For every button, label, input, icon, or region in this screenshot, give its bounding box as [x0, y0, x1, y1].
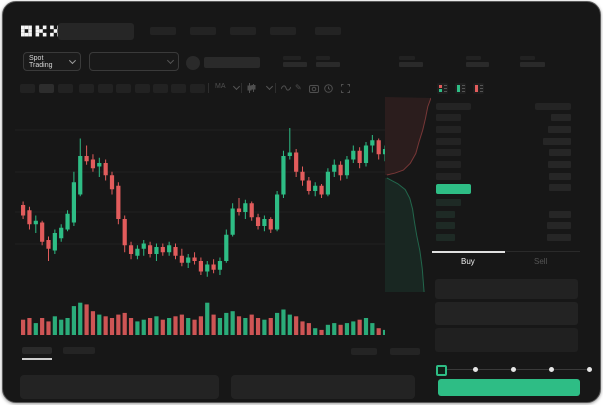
slider-track [440, 369, 592, 370]
chevron-down-icon [166, 56, 175, 65]
ask-row[interactable] [436, 149, 571, 157]
nav-item-4[interactable] [270, 27, 296, 35]
slider-mark-75[interactable] [548, 367, 554, 372]
ask-row[interactable] [436, 173, 571, 180]
nav-item-5[interactable] [315, 27, 341, 35]
bottom-tab-history[interactable] [63, 347, 95, 354]
slider-mark-25[interactable] [472, 367, 478, 372]
bottom-tab-underline [22, 358, 52, 360]
bid-row[interactable] [436, 234, 571, 242]
timeframe-button-5[interactable] [98, 84, 113, 93]
timeframe-button-10[interactable] [190, 84, 205, 93]
tab-sell[interactable]: Sell [534, 257, 548, 266]
bottom-action-1[interactable] [351, 348, 377, 355]
nav-item-3[interactable] [230, 27, 256, 35]
chart-type-dropdown-icon[interactable] [247, 83, 256, 93]
bottom-action-2[interactable] [390, 348, 420, 355]
slider-mark-100[interactable] [586, 367, 592, 372]
active-tab-underline [432, 251, 505, 253]
ask-row[interactable] [436, 137, 571, 145]
search-input[interactable] [58, 23, 134, 40]
timeframe-button-4[interactable] [79, 84, 94, 93]
price-input[interactable] [435, 279, 578, 299]
ticker-stat-low [466, 56, 489, 67]
amount-slider[interactable] [436, 365, 594, 376]
chevron-down-icon[interactable] [232, 82, 241, 91]
ticker-stat-price [283, 56, 307, 67]
ticker-stat-high [399, 56, 423, 67]
market-type-selector[interactable]: Spot Trading [23, 52, 81, 71]
bid-row[interactable] [436, 210, 571, 218]
timeframe-button-2[interactable] [39, 84, 54, 93]
candlestick-chart[interactable] [15, 97, 385, 342]
slider-handle[interactable] [436, 365, 447, 376]
total-input[interactable] [435, 328, 578, 352]
draw-pencil-icon[interactable]: ✎ [295, 83, 302, 92]
buy-submit-button[interactable] [438, 379, 580, 396]
book-bids-icon[interactable] [455, 83, 466, 94]
bid-row[interactable] [436, 199, 571, 206]
pair-selector[interactable] [89, 52, 179, 71]
timeframe-button-8[interactable] [153, 84, 168, 93]
timeframe-button-1[interactable] [20, 84, 35, 93]
line-style-icon[interactable] [281, 85, 291, 92]
bottom-tab-open-orders[interactable] [22, 347, 52, 354]
ticker-stat-volume [520, 56, 545, 67]
camera-icon[interactable] [309, 84, 319, 93]
coin-icon [186, 56, 200, 70]
chevron-down-icon [69, 57, 77, 64]
ask-row[interactable] [436, 114, 571, 121]
slider-mark-50[interactable] [510, 367, 516, 372]
orderbook-header-amount [535, 103, 571, 110]
pair-name-placeholder [204, 57, 260, 68]
bid-row[interactable] [436, 222, 571, 230]
depth-chart [385, 97, 431, 292]
timeframe-button-6[interactable] [116, 84, 131, 93]
bottom-panel-left[interactable] [20, 375, 219, 399]
market-type-label: Spot Trading [29, 54, 53, 69]
history-clock-icon[interactable] [324, 84, 333, 93]
book-asks-icon[interactable] [473, 83, 484, 94]
timeframe-button-3[interactable] [58, 84, 73, 93]
indicator-dropdown[interactable]: MA [215, 83, 226, 90]
last-price-badge[interactable] [436, 184, 471, 194]
bottom-panel-right[interactable] [231, 375, 415, 399]
nav-item-1[interactable] [150, 27, 176, 35]
last-price-row[interactable] [436, 184, 571, 191]
amount-input[interactable] [435, 302, 578, 325]
ask-row[interactable] [436, 161, 571, 169]
timeframe-button-7[interactable] [135, 84, 150, 93]
book-both-icon[interactable] [437, 83, 448, 94]
okx-logo [21, 25, 61, 37]
ticker-stat-change [316, 56, 340, 67]
tab-divider [505, 251, 580, 252]
nav-item-2[interactable] [190, 27, 216, 35]
chevron-down-icon[interactable] [265, 82, 274, 91]
orderbook-header-price [436, 103, 471, 110]
tab-buy[interactable]: Buy [461, 257, 475, 266]
timeframe-button-9[interactable] [171, 84, 186, 93]
ask-row[interactable] [436, 125, 571, 133]
fullscreen-icon[interactable] [341, 84, 350, 93]
